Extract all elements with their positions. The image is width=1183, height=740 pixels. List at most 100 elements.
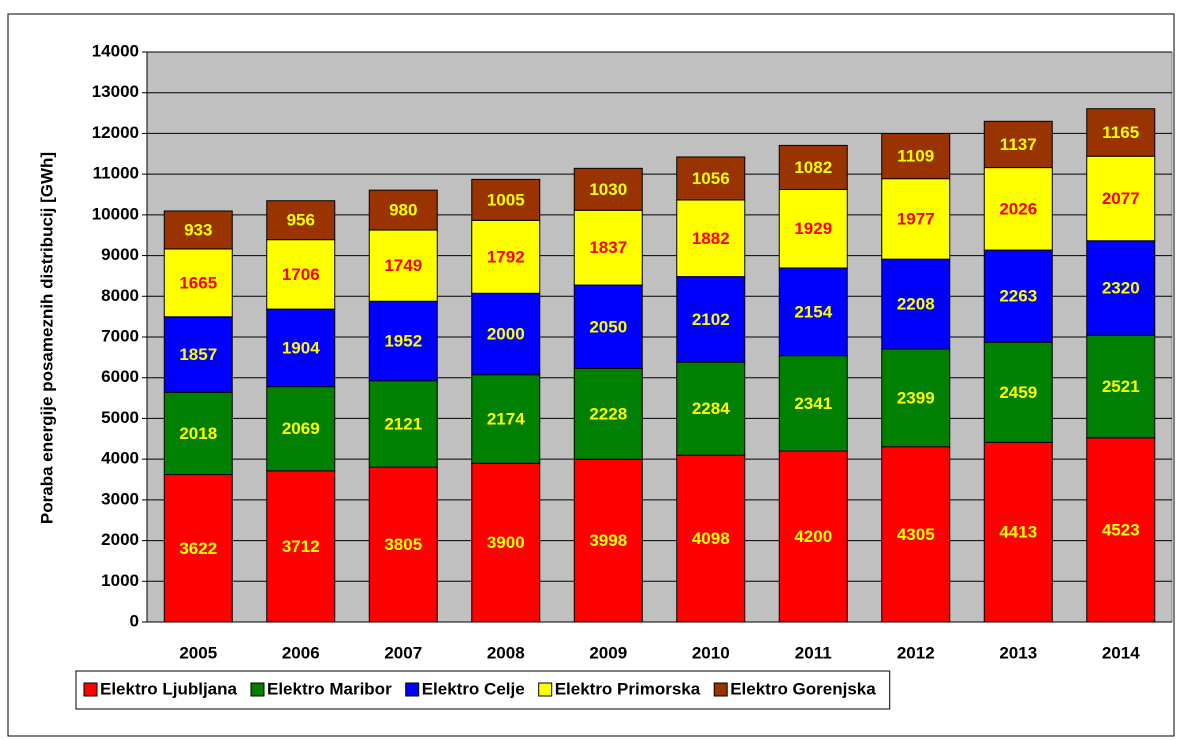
legend-swatch <box>538 682 553 697</box>
y-tick-label: 8000 <box>101 286 139 305</box>
data-label: 3805 <box>384 535 422 554</box>
data-label: 2399 <box>897 388 935 407</box>
data-label: 1837 <box>589 238 627 257</box>
data-label: 1030 <box>589 180 627 199</box>
data-label: 2026 <box>999 199 1037 218</box>
data-label: 1706 <box>282 265 320 284</box>
bar-segment <box>368 300 438 382</box>
bar-segment <box>1086 437 1156 623</box>
x-tick-label: 2009 <box>589 643 627 662</box>
data-label: 3998 <box>589 531 627 550</box>
y-tick-label: 1000 <box>101 571 139 590</box>
y-tick-label: 12000 <box>92 123 139 142</box>
data-label: 4098 <box>692 529 730 548</box>
data-label: 2459 <box>999 383 1037 402</box>
bar-segment <box>368 189 438 231</box>
bar-segment <box>676 156 746 201</box>
bar-segment <box>163 474 233 623</box>
data-label: 1665 <box>179 273 217 292</box>
x-tick-label: 2014 <box>1102 643 1140 662</box>
data-label: 1109 <box>897 147 934 166</box>
bar-segment <box>881 133 951 180</box>
bar-segment <box>881 178 951 260</box>
legend-label: Elektro Ljubljana <box>100 679 238 698</box>
data-label: 2263 <box>999 287 1037 306</box>
data-label: 4305 <box>897 525 935 544</box>
bar-segment <box>471 374 541 464</box>
bar-segment <box>573 284 643 370</box>
bar-segment <box>1086 108 1156 157</box>
bar-segment <box>573 167 643 211</box>
data-label: 2228 <box>589 404 627 423</box>
bar-segment <box>676 361 746 456</box>
x-tick-label: 2007 <box>384 643 422 662</box>
data-label: 1792 <box>487 247 525 266</box>
data-label: 980 <box>389 201 417 220</box>
legend-swatch <box>405 682 420 697</box>
data-label: 2000 <box>487 324 525 343</box>
bar-segment <box>778 450 848 623</box>
y-tick-label: 9000 <box>101 245 139 264</box>
bar-segment <box>778 144 848 190</box>
bar-segment <box>573 209 643 286</box>
bar-segment <box>983 441 1053 623</box>
y-axis-label: Poraba energije posameznih distribucij [… <box>37 152 56 524</box>
data-label: 1165 <box>1102 123 1139 142</box>
data-label: 1857 <box>179 345 217 364</box>
data-label: 2102 <box>692 310 730 329</box>
bar-segment <box>983 249 1053 343</box>
data-label: 4413 <box>999 523 1037 542</box>
data-label: 1952 <box>384 331 422 350</box>
bar-segment <box>983 120 1053 169</box>
data-label: 2121 <box>384 414 422 433</box>
bar-segment <box>266 200 336 241</box>
y-tick-label: 14000 <box>92 41 139 60</box>
legend-swatch <box>713 682 728 697</box>
x-tick-label: 2013 <box>999 643 1037 662</box>
data-label: 2069 <box>282 419 320 438</box>
legend-label: Elektro Celje <box>422 679 525 698</box>
x-tick-label: 2006 <box>282 643 320 662</box>
data-label: 1137 <box>1000 135 1037 154</box>
data-label: 1082 <box>794 158 832 177</box>
data-label: 3622 <box>179 539 217 558</box>
bar-segment <box>1086 334 1156 439</box>
y-tick-label: 6000 <box>101 367 139 386</box>
data-label: 1749 <box>384 256 422 275</box>
legend-box <box>75 670 891 710</box>
bar-segment <box>368 380 438 468</box>
bar-segment <box>163 316 233 393</box>
data-label: 1005 <box>487 190 525 209</box>
bar-segment <box>471 178 541 221</box>
x-tick-label: 2008 <box>487 643 525 662</box>
bar-segment <box>163 248 233 318</box>
legend-swatch <box>250 682 265 697</box>
data-label: 2018 <box>179 424 217 443</box>
data-label: 4200 <box>794 527 832 546</box>
data-label: 956 <box>287 211 315 230</box>
data-label: 2341 <box>794 394 832 413</box>
y-tick-label: 7000 <box>101 326 139 345</box>
data-label: 2208 <box>897 295 935 314</box>
bar-segment <box>266 386 336 472</box>
x-tick-label: 2005 <box>179 643 217 662</box>
y-tick-label: 4000 <box>101 449 139 468</box>
bar-segment <box>676 199 746 278</box>
bar-segment <box>573 458 643 623</box>
bar-segment <box>778 355 848 452</box>
data-label: 3712 <box>282 537 320 556</box>
bar-segment <box>1086 155 1156 242</box>
data-label: 2320 <box>1102 278 1140 297</box>
data-label: 2077 <box>1102 189 1140 208</box>
bar-segment <box>983 167 1053 251</box>
data-label: 3900 <box>487 533 525 552</box>
data-label: 2154 <box>794 302 832 321</box>
y-tick-label: 0 <box>130 611 139 630</box>
bar-segment <box>368 229 438 302</box>
bar-segment <box>266 308 336 388</box>
bar-segment <box>163 391 233 476</box>
data-label: 2174 <box>487 409 525 428</box>
y-tick-label: 11000 <box>93 164 139 183</box>
bar-segment <box>983 341 1053 443</box>
